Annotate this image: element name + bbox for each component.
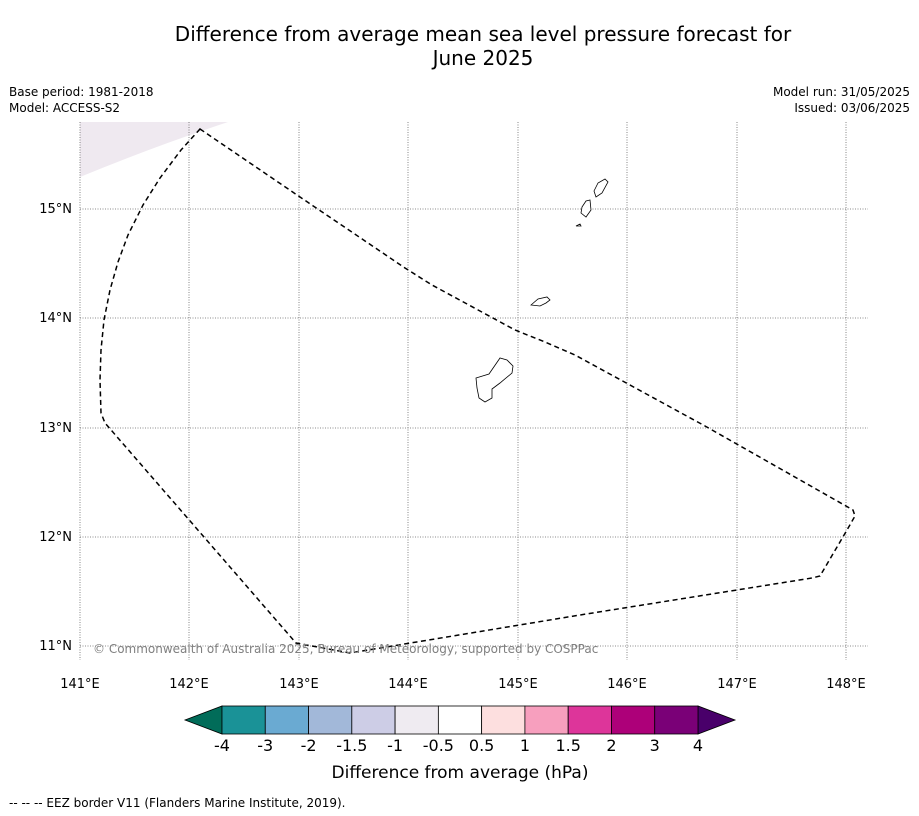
island-rota — [530, 296, 551, 307]
eez-border — [99, 128, 856, 654]
footer-note: -- -- -- EEZ border V11 (Flanders Marine… — [9, 796, 346, 810]
title-line-2: June 2025 — [432, 46, 534, 70]
meta-right: Model run: 31/05/2025 Issued: 03/06/2025 — [773, 84, 910, 116]
lat-tick-11: 11°N — [39, 639, 72, 654]
island-saipan — [593, 178, 609, 198]
lon-tick-145: 145°E — [498, 677, 538, 692]
colorbar-bin-0 — [221, 705, 266, 735]
copyright-text: © Commonwealth of Australia 2025, Bureau… — [93, 642, 598, 656]
lat-tick-14: 14°N — [39, 311, 72, 326]
lon-tick-148: 148°E — [826, 677, 866, 692]
lon-tick-141: 141°E — [60, 677, 100, 692]
island-tinian — [580, 199, 592, 218]
base-period: Base period: 1981-2018 — [9, 85, 154, 99]
shaded-pressure-region — [80, 122, 228, 177]
colorbar-under-arrow — [183, 705, 223, 735]
colorbar-bin-3 — [351, 705, 396, 735]
colorbar: -4 -3 -2 -1.5 -1 -0.5 0.5 1 1.5 2 3 4 Difference fr… — [183, 705, 737, 783]
chart-title: Difference from average mean sea level p… — [0, 22, 919, 70]
lon-tick-144: 144°E — [388, 677, 428, 692]
lon-axis: 141°E 142°E 143°E 144°E 145°E 146°E 147°… — [60, 677, 866, 692]
colorbar-tick-label: -2 — [301, 736, 317, 755]
colorbar-tick-label: 3 — [650, 736, 660, 755]
colorbar-bin-4 — [394, 705, 439, 735]
colorbar-tick-label: 1.5 — [555, 736, 580, 755]
colorbar-tick-label: -4 — [214, 736, 230, 755]
model-name: Model: ACCESS-S2 — [9, 101, 121, 115]
colorbar-ticks: -4 -3 -2 -1.5 -1 -0.5 0.5 1 1.5 2 3 4 — [214, 736, 703, 755]
colorbar-tick-label: -0.5 — [423, 736, 454, 755]
lat-tick-15: 15°N — [39, 202, 72, 217]
model-run: Model run: 31/05/2025 — [772, 85, 910, 99]
colorbar-bin-7 — [524, 705, 569, 735]
colorbar-tick-label: 0.5 — [469, 736, 494, 755]
colorbar-bin-10 — [654, 705, 699, 735]
colorbar-bin-2 — [308, 705, 353, 735]
lat-tick-12: 12°N — [39, 530, 72, 545]
colorbar-bin-8 — [567, 705, 612, 735]
map-area: © Commonwealth of Australia 2025, Bureau… — [79, 122, 868, 660]
colorbar-bin-5 — [437, 705, 483, 735]
lat-tick-13: 13°N — [39, 421, 72, 436]
title-line-1: Difference from average mean sea level p… — [174, 22, 792, 46]
colorbar-tick-label: 1 — [520, 736, 530, 755]
issued-date: Issued: 03/06/2025 — [794, 101, 910, 115]
colorbar-bin-1 — [264, 705, 309, 735]
colorbar-tick-label: -1 — [387, 736, 403, 755]
colorbar-tick-label: 2 — [606, 736, 616, 755]
lon-tick-142: 142°E — [169, 677, 209, 692]
colorbar-tick-label: -3 — [257, 736, 273, 755]
colorbar-bins — [221, 705, 699, 735]
meta-left: Base period: 1981-2018 Model: ACCESS-S2 — [9, 84, 154, 116]
island-aguijan — [575, 223, 582, 227]
colorbar-bin-6 — [481, 705, 526, 735]
colorbar-tick-label: 4 — [693, 736, 703, 755]
lat-axis: 15°N 14°N 13°N 12°N 11°N — [39, 202, 72, 654]
lon-tick-146: 146°E — [607, 677, 647, 692]
lon-tick-147: 147°E — [717, 677, 757, 692]
colorbar-bin-9 — [611, 705, 656, 735]
colorbar-label: Difference from average (hPa) — [332, 763, 589, 783]
gridlines — [79, 122, 868, 660]
island-guam — [475, 357, 514, 403]
colorbar-tick-label: -1.5 — [336, 736, 367, 755]
islands — [475, 178, 609, 403]
lon-tick-143: 143°E — [279, 677, 319, 692]
colorbar-over-arrow — [697, 705, 737, 735]
